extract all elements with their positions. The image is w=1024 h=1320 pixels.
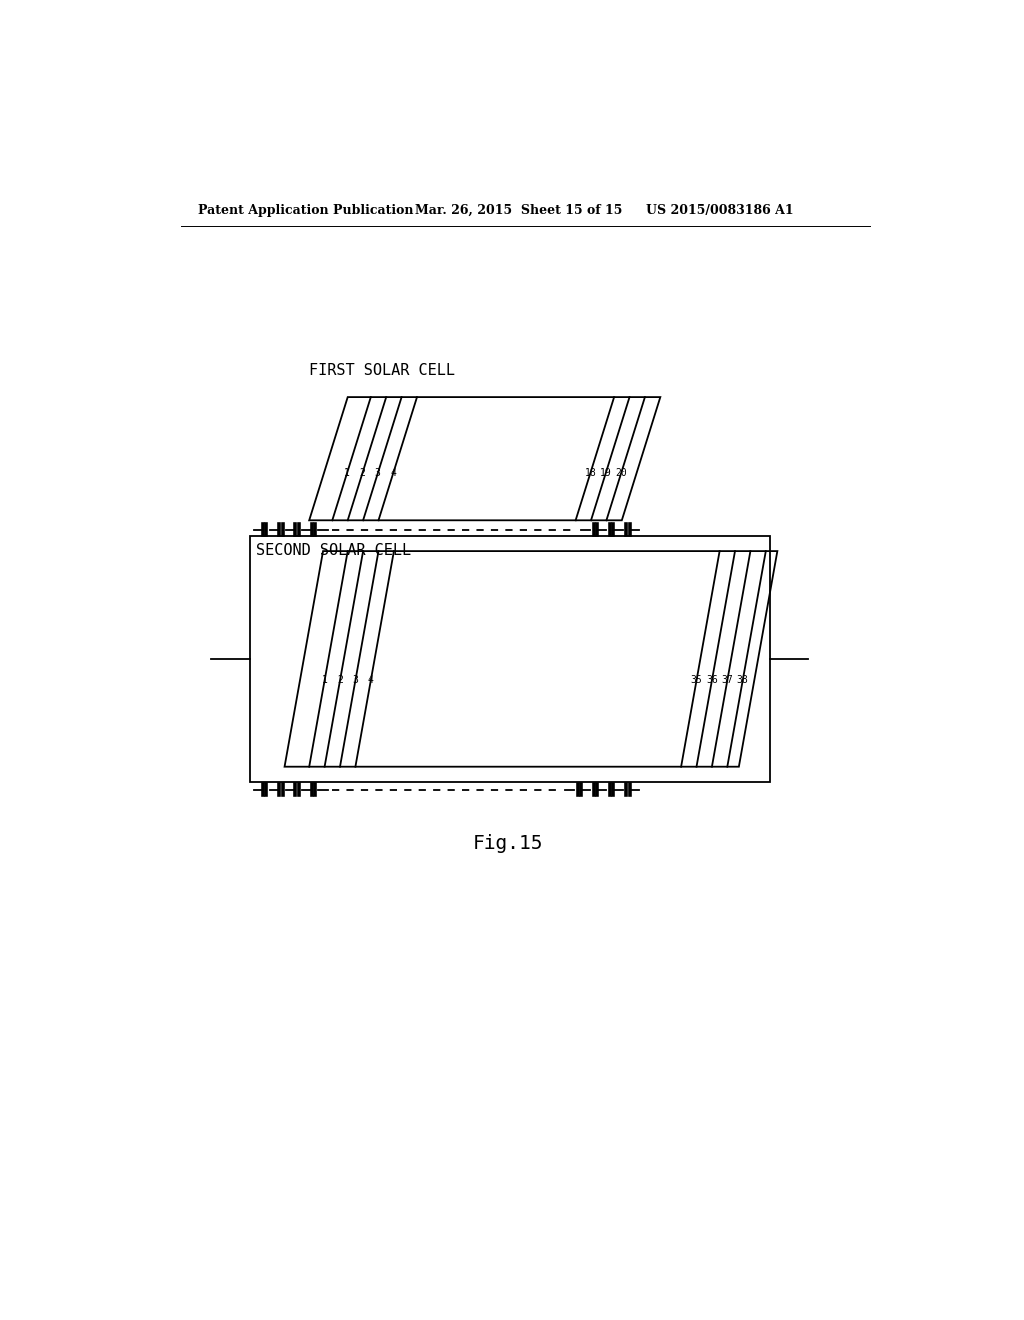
Text: 1: 1 <box>344 469 350 478</box>
Text: 18: 18 <box>585 469 596 478</box>
Text: 4: 4 <box>368 676 374 685</box>
Text: FIRST SOLAR CELL: FIRST SOLAR CELL <box>309 363 456 378</box>
Text: SECOND SOLAR CELL: SECOND SOLAR CELL <box>256 544 412 558</box>
Text: 19: 19 <box>600 469 611 478</box>
Text: Patent Application Publication: Patent Application Publication <box>199 205 414 218</box>
Text: 4: 4 <box>390 469 396 478</box>
Text: 2: 2 <box>337 676 343 685</box>
Bar <box>250 536 770 781</box>
Text: 38: 38 <box>737 676 749 685</box>
Text: Fig.15: Fig.15 <box>473 834 543 853</box>
Text: 1: 1 <box>322 676 328 685</box>
Text: US 2015/0083186 A1: US 2015/0083186 A1 <box>646 205 794 218</box>
Text: 3: 3 <box>375 469 381 478</box>
Text: 20: 20 <box>615 469 627 478</box>
Text: 3: 3 <box>352 676 358 685</box>
Text: 37: 37 <box>722 676 733 685</box>
Text: 35: 35 <box>690 676 702 685</box>
Text: Mar. 26, 2015  Sheet 15 of 15: Mar. 26, 2015 Sheet 15 of 15 <box>416 205 623 218</box>
Text: 36: 36 <box>706 676 718 685</box>
Text: 2: 2 <box>359 469 366 478</box>
